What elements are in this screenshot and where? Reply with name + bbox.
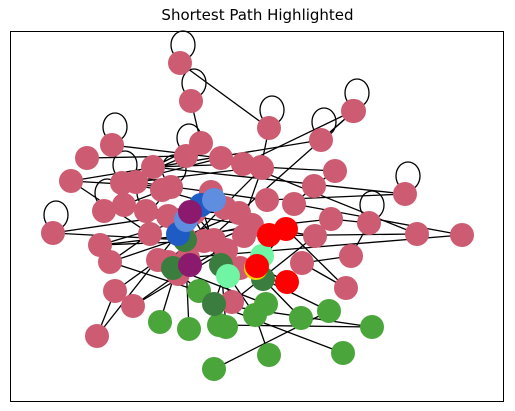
node-n52 [342, 99, 366, 123]
node-g3 [148, 310, 172, 334]
node-n15 [59, 169, 83, 193]
node-g12 [202, 357, 226, 381]
node-n28 [156, 204, 180, 228]
node-n6 [309, 128, 333, 152]
node-g9 [360, 315, 384, 339]
nodes-layer [41, 51, 474, 381]
node-dg5 [202, 292, 226, 316]
node-r4 [275, 270, 299, 294]
node-n23 [255, 188, 279, 212]
edge-n12-n33 [242, 163, 418, 235]
edge-n41-n47 [231, 235, 316, 303]
node-n14 [323, 159, 347, 183]
chart-title: Shortest Path Highlighted [161, 6, 354, 24]
node-n32 [357, 211, 381, 235]
node-n49 [334, 276, 358, 300]
node-n10 [174, 144, 198, 168]
node-r2 [274, 217, 298, 241]
node-n35 [41, 221, 65, 245]
node-n17 [124, 170, 148, 194]
node-n12 [231, 152, 255, 176]
node-n34 [450, 223, 474, 247]
node-g13 [207, 313, 231, 337]
node-g10 [331, 341, 355, 365]
edge-n9-n19 [152, 166, 406, 195]
node-n2 [179, 89, 203, 113]
node-n9 [141, 155, 165, 179]
node-n24 [282, 192, 306, 216]
node-lb1 [202, 188, 226, 212]
edge-n1-n3 [179, 62, 270, 129]
node-n41 [303, 224, 327, 248]
node-m1 [216, 264, 240, 288]
node-n48 [103, 279, 127, 303]
node-n33 [405, 222, 429, 246]
node-n8 [75, 146, 99, 170]
node-n21 [159, 175, 183, 199]
node-g7 [289, 306, 313, 330]
node-g11 [257, 343, 281, 367]
node-n31 [319, 207, 343, 231]
node-n45 [290, 251, 314, 275]
edge-dg4-g8 [262, 278, 330, 312]
node-n59 [202, 228, 226, 252]
node-g6 [243, 303, 267, 327]
node-g8 [317, 299, 341, 323]
node-n47 [220, 290, 244, 314]
node-n44 [339, 244, 363, 268]
node-n1 [168, 51, 192, 75]
node-pu1 [178, 253, 202, 277]
node-n27 [134, 199, 158, 223]
node-n5 [100, 133, 124, 157]
node-g4 [177, 317, 201, 341]
node-n11 [209, 146, 233, 170]
node-r3 [245, 254, 269, 278]
node-n51 [85, 324, 109, 348]
node-pu2 [178, 200, 202, 224]
node-n50 [121, 294, 145, 318]
edge-n49-r2 [285, 228, 347, 289]
node-n25 [92, 199, 116, 223]
node-n26 [112, 193, 136, 217]
node-n19 [393, 182, 417, 206]
node-n3 [257, 116, 281, 140]
node-n37 [138, 222, 162, 246]
node-n55 [250, 156, 274, 180]
node-n18 [302, 174, 326, 198]
edge-n5-n11 [111, 144, 222, 159]
node-n42 [98, 250, 122, 274]
